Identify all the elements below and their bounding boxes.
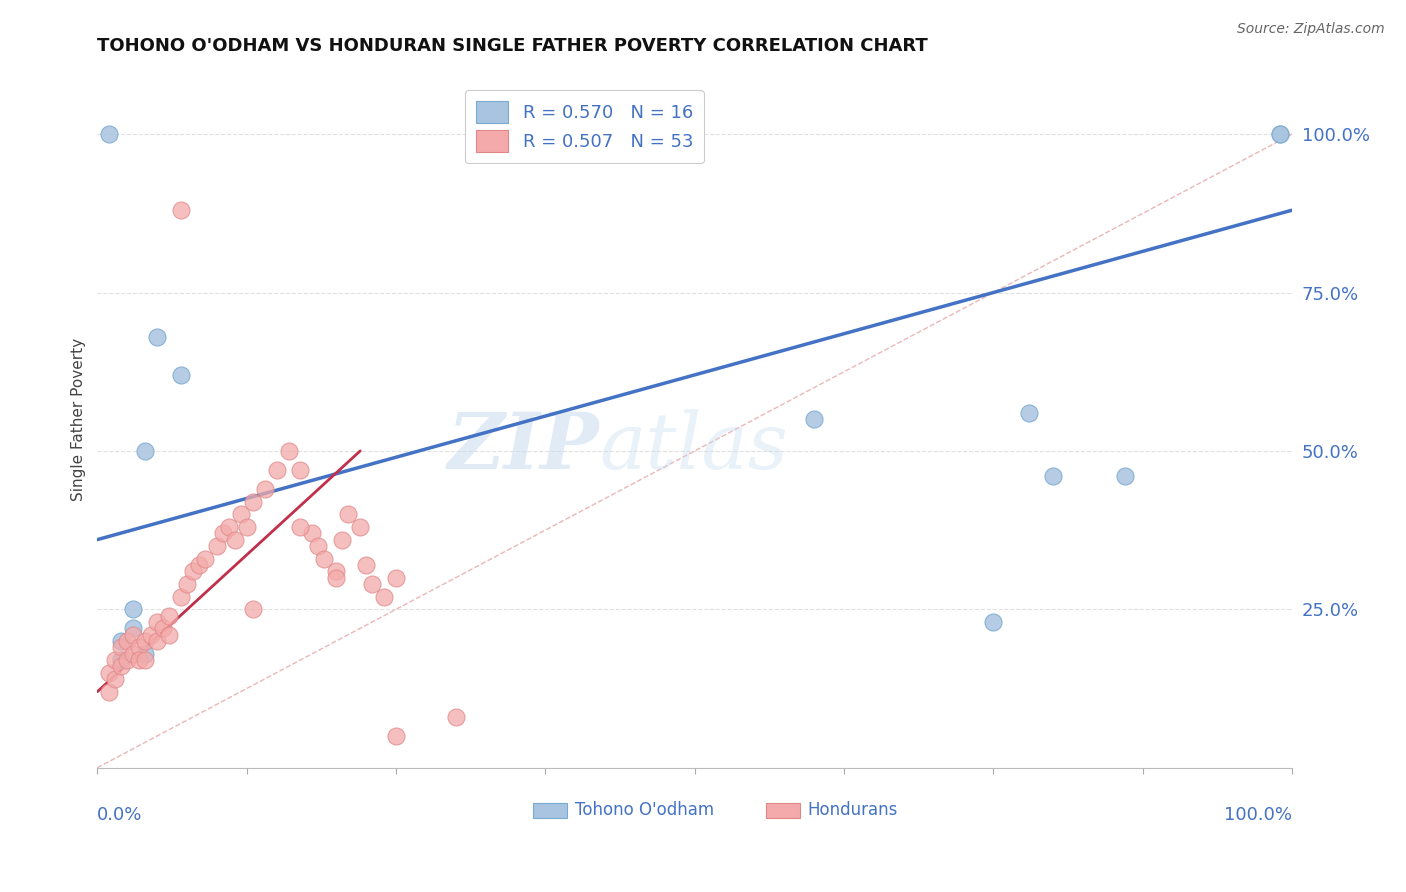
Point — [170, 203, 193, 218]
Point — [229, 508, 252, 522]
Point — [1114, 469, 1136, 483]
Y-axis label: Single Father Poverty: Single Father Poverty — [72, 338, 86, 500]
Point — [110, 634, 132, 648]
Point — [803, 412, 825, 426]
Point — [1270, 127, 1292, 141]
Point — [134, 647, 156, 661]
Text: 0.0%: 0.0% — [97, 806, 143, 824]
Point — [115, 653, 138, 667]
Point — [385, 571, 408, 585]
Point — [146, 634, 169, 648]
Point — [110, 640, 132, 655]
Point — [211, 526, 233, 541]
Point — [134, 653, 156, 667]
Point — [170, 590, 193, 604]
Point — [110, 659, 132, 673]
Point — [134, 634, 156, 648]
Text: Hondurans: Hondurans — [807, 801, 897, 819]
Point — [314, 551, 336, 566]
Point — [128, 653, 150, 667]
FancyBboxPatch shape — [766, 803, 800, 818]
Point — [146, 615, 169, 629]
Point — [361, 577, 384, 591]
Point — [266, 463, 288, 477]
Point — [325, 571, 347, 585]
Point — [290, 520, 312, 534]
Point — [122, 627, 145, 641]
Legend: R = 0.570   N = 16, R = 0.507   N = 53: R = 0.570 N = 16, R = 0.507 N = 53 — [465, 90, 704, 163]
Point — [301, 526, 323, 541]
Point — [349, 520, 371, 534]
Point — [1270, 127, 1292, 141]
Point — [98, 684, 121, 698]
Point — [139, 627, 162, 641]
Text: Tohono O'odham: Tohono O'odham — [575, 801, 714, 819]
Point — [307, 539, 329, 553]
Point — [170, 368, 193, 382]
Point — [152, 621, 174, 635]
Point — [122, 602, 145, 616]
Point — [385, 729, 408, 743]
Point — [146, 330, 169, 344]
Point — [354, 558, 377, 572]
Point — [98, 665, 121, 680]
FancyBboxPatch shape — [533, 803, 567, 818]
Point — [330, 533, 353, 547]
Point — [98, 127, 121, 141]
Point — [325, 564, 347, 578]
Point — [176, 577, 198, 591]
Text: atlas: atlas — [599, 409, 787, 485]
Point — [373, 590, 395, 604]
Point — [157, 627, 180, 641]
Point — [235, 520, 257, 534]
Point — [194, 551, 217, 566]
Point — [128, 640, 150, 655]
Point — [122, 621, 145, 635]
Point — [242, 602, 264, 616]
Point — [242, 494, 264, 508]
Point — [205, 539, 228, 553]
Point — [983, 615, 1005, 629]
Point — [115, 634, 138, 648]
Point — [157, 608, 180, 623]
Point — [122, 647, 145, 661]
Text: 100.0%: 100.0% — [1225, 806, 1292, 824]
Point — [337, 508, 360, 522]
Point — [110, 653, 132, 667]
Point — [104, 672, 127, 686]
Point — [187, 558, 209, 572]
Point — [277, 443, 299, 458]
Point — [224, 533, 246, 547]
Point — [1042, 469, 1064, 483]
Point — [134, 443, 156, 458]
Point — [444, 710, 467, 724]
Point — [290, 463, 312, 477]
Text: ZIP: ZIP — [447, 409, 599, 485]
Point — [104, 653, 127, 667]
Text: Source: ZipAtlas.com: Source: ZipAtlas.com — [1237, 22, 1385, 37]
Point — [181, 564, 204, 578]
Point — [253, 482, 276, 496]
Text: TOHONO O'ODHAM VS HONDURAN SINGLE FATHER POVERTY CORRELATION CHART: TOHONO O'ODHAM VS HONDURAN SINGLE FATHER… — [97, 37, 928, 55]
Point — [1018, 406, 1040, 420]
Point — [218, 520, 240, 534]
